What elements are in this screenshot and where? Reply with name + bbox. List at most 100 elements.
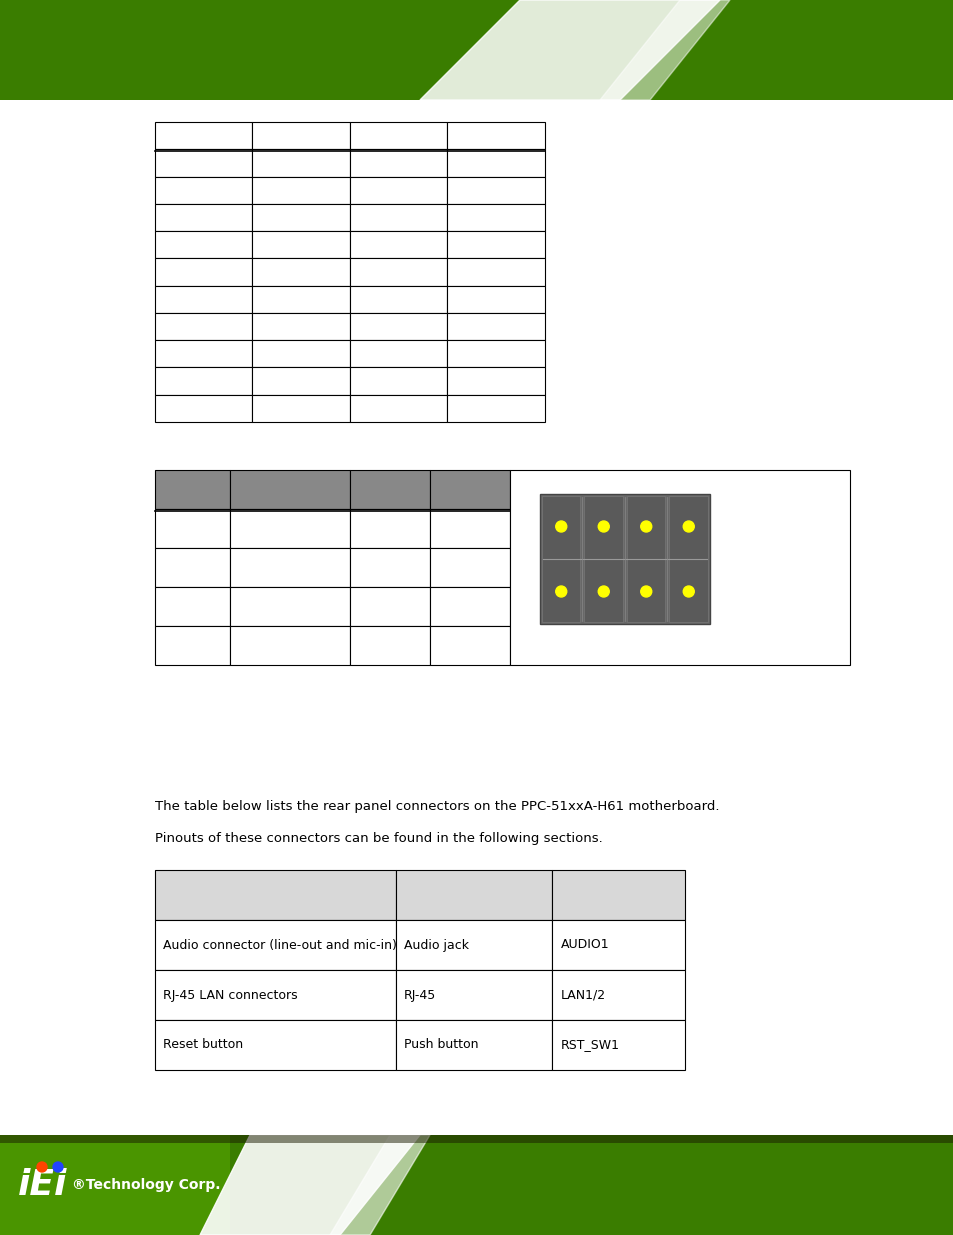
Circle shape <box>556 521 566 532</box>
Bar <box>154 509 230 548</box>
Bar <box>447 395 544 422</box>
Bar <box>447 177 544 204</box>
Text: LAN1/2: LAN1/2 <box>560 988 605 1002</box>
Text: iEi: iEi <box>18 1168 68 1202</box>
Bar <box>154 969 395 1020</box>
Bar <box>350 395 447 422</box>
Bar <box>0 0 953 100</box>
Bar <box>350 587 430 626</box>
Bar <box>154 231 253 258</box>
Bar <box>552 969 684 1020</box>
Bar <box>350 149 447 177</box>
Text: The table below lists the rear panel connectors on the PPC-51xxA-H61 motherboard: The table below lists the rear panel con… <box>154 800 719 813</box>
Bar <box>447 122 544 149</box>
Bar <box>350 177 447 204</box>
Text: RST_SW1: RST_SW1 <box>560 1039 618 1051</box>
Bar <box>253 368 350 395</box>
Circle shape <box>598 521 609 532</box>
Bar <box>430 626 510 664</box>
Circle shape <box>640 521 651 532</box>
Bar <box>510 471 849 664</box>
Text: Audio jack: Audio jack <box>404 939 469 951</box>
Bar <box>230 509 350 548</box>
Bar <box>154 395 253 422</box>
Text: Audio connector (line-out and mic-in): Audio connector (line-out and mic-in) <box>163 939 396 951</box>
Text: Reset button: Reset button <box>163 1039 243 1051</box>
Circle shape <box>682 585 694 597</box>
Bar <box>447 285 544 312</box>
Polygon shape <box>419 0 720 100</box>
Bar <box>395 969 552 1020</box>
Circle shape <box>37 1162 47 1172</box>
Text: Pinouts of these connectors can be found in the following sections.: Pinouts of these connectors can be found… <box>154 832 602 845</box>
Bar <box>154 340 253 368</box>
Bar <box>154 626 230 664</box>
Polygon shape <box>599 0 729 100</box>
Bar <box>230 548 350 587</box>
Text: AUDIO1: AUDIO1 <box>560 939 608 951</box>
Bar <box>552 1020 684 1070</box>
Bar <box>154 920 395 969</box>
Bar <box>447 340 544 368</box>
Bar <box>447 368 544 395</box>
Bar <box>154 471 230 509</box>
Bar <box>154 204 253 231</box>
Bar <box>447 204 544 231</box>
Bar <box>154 1020 395 1070</box>
Circle shape <box>53 1162 63 1172</box>
Bar <box>253 312 350 340</box>
Bar <box>253 149 350 177</box>
Bar <box>395 920 552 969</box>
Bar <box>350 285 447 312</box>
Text: Push button: Push button <box>404 1039 478 1051</box>
Bar <box>154 587 230 626</box>
Bar <box>230 471 350 509</box>
Circle shape <box>640 585 651 597</box>
Bar <box>552 869 684 920</box>
Bar <box>395 869 552 920</box>
Circle shape <box>598 585 609 597</box>
Bar <box>447 231 544 258</box>
Bar <box>230 626 350 664</box>
Bar <box>253 177 350 204</box>
Bar <box>430 548 510 587</box>
Bar <box>350 340 447 368</box>
Bar <box>350 258 447 285</box>
Bar <box>350 509 430 548</box>
Bar <box>350 231 447 258</box>
Bar <box>626 496 665 622</box>
Bar <box>669 496 707 622</box>
Bar <box>0 1135 230 1235</box>
Bar <box>447 149 544 177</box>
Bar <box>253 285 350 312</box>
Bar <box>430 471 510 509</box>
Bar <box>430 587 510 626</box>
Bar <box>154 312 253 340</box>
Bar <box>350 548 430 587</box>
Bar <box>395 1020 552 1070</box>
Bar <box>0 1135 953 1235</box>
Bar <box>350 312 447 340</box>
Bar <box>154 285 253 312</box>
Bar <box>350 204 447 231</box>
Bar <box>552 920 684 969</box>
Bar <box>154 548 230 587</box>
Bar <box>253 204 350 231</box>
Bar <box>253 231 350 258</box>
Bar <box>447 312 544 340</box>
Circle shape <box>556 585 566 597</box>
Polygon shape <box>200 1135 419 1235</box>
Bar <box>154 122 253 149</box>
Bar <box>154 149 253 177</box>
Bar <box>154 869 395 920</box>
Bar <box>253 340 350 368</box>
Bar <box>350 626 430 664</box>
Bar <box>584 496 622 622</box>
Circle shape <box>682 521 694 532</box>
Bar <box>539 494 709 624</box>
Bar <box>350 471 430 509</box>
Bar <box>154 258 253 285</box>
Bar <box>253 122 350 149</box>
Bar <box>253 395 350 422</box>
Text: RJ-45 LAN connectors: RJ-45 LAN connectors <box>163 988 297 1002</box>
